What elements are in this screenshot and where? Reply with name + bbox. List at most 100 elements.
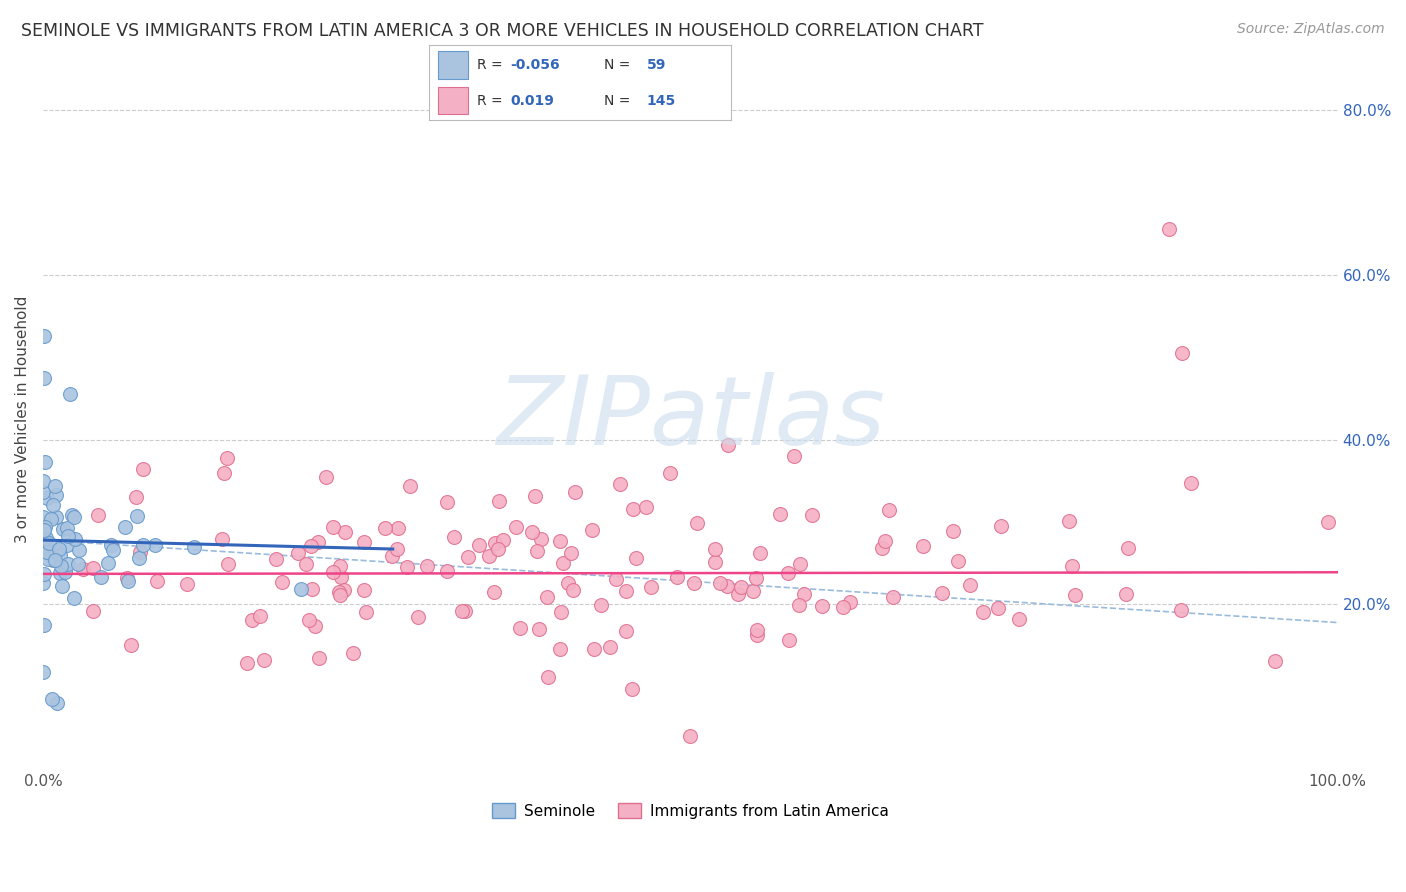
Point — [557, 576, 579, 591]
Point — [717, 438, 740, 452]
Point — [564, 484, 586, 499]
Point — [308, 650, 330, 665]
Point — [703, 542, 725, 557]
Point — [214, 466, 236, 480]
Text: 59: 59 — [647, 58, 666, 72]
Point — [253, 652, 276, 666]
Point — [32, 510, 55, 524]
Point — [34, 455, 56, 469]
Point — [581, 523, 603, 537]
Point — [838, 595, 860, 609]
Point — [32, 370, 55, 384]
Point — [553, 556, 575, 570]
Point — [215, 451, 238, 466]
Point — [117, 574, 139, 588]
Point — [45, 697, 67, 711]
Point — [132, 462, 155, 476]
Bar — [437, 87, 468, 114]
Point — [873, 534, 896, 549]
Point — [44, 479, 66, 493]
Point — [560, 546, 582, 560]
Point — [37, 491, 59, 506]
Point — [315, 470, 337, 484]
Point — [614, 583, 637, 598]
Point — [486, 542, 509, 557]
Point — [1159, 222, 1181, 236]
Point — [42, 498, 65, 512]
Point — [776, 566, 799, 580]
Point — [621, 502, 644, 516]
Point — [679, 729, 702, 743]
Point — [1263, 655, 1285, 669]
Point — [877, 503, 900, 517]
Point — [58, 557, 80, 571]
Point — [443, 530, 465, 544]
Point — [730, 580, 752, 594]
Point — [353, 582, 375, 597]
Point — [831, 599, 853, 614]
Point — [1171, 346, 1194, 360]
Point — [45, 510, 67, 524]
Point — [745, 571, 768, 585]
Point — [395, 559, 418, 574]
Point — [51, 579, 73, 593]
Point — [32, 576, 55, 591]
Point — [520, 524, 543, 539]
Point — [374, 521, 396, 535]
Point — [620, 681, 643, 696]
Point — [342, 646, 364, 660]
Point — [524, 489, 547, 503]
Point — [624, 550, 647, 565]
Text: R =: R = — [477, 58, 503, 72]
Point — [787, 598, 810, 612]
Text: N =: N = — [605, 58, 630, 72]
Point — [912, 539, 935, 553]
Point — [1057, 514, 1080, 528]
Point — [304, 618, 326, 632]
Point — [789, 558, 811, 572]
Point — [145, 574, 167, 589]
Point — [457, 550, 479, 565]
Point — [67, 543, 90, 558]
Point — [659, 467, 682, 481]
Point — [335, 525, 357, 540]
Point — [987, 601, 1010, 615]
Point — [45, 544, 67, 558]
Point — [301, 582, 323, 596]
Point — [56, 521, 79, 535]
Point — [716, 579, 738, 593]
Point — [526, 544, 548, 558]
Point — [640, 580, 662, 594]
Point — [745, 628, 768, 642]
Point — [616, 624, 638, 638]
Point — [748, 546, 770, 560]
Point — [58, 529, 80, 543]
Point — [287, 546, 309, 560]
Point — [605, 572, 627, 586]
Point — [39, 512, 62, 526]
Point — [686, 516, 709, 530]
Point — [882, 590, 904, 604]
Point — [45, 488, 67, 502]
Point — [811, 599, 834, 613]
Point — [416, 559, 439, 574]
Point — [101, 542, 124, 557]
Point — [236, 656, 259, 670]
Point — [709, 576, 731, 591]
Text: 0.019: 0.019 — [510, 94, 554, 108]
Text: -0.056: -0.056 — [510, 58, 560, 72]
Point — [492, 533, 515, 547]
Point — [478, 549, 501, 563]
Point — [114, 520, 136, 534]
Point — [34, 533, 56, 548]
Point — [527, 622, 550, 636]
Point — [330, 570, 353, 584]
Point — [62, 510, 84, 524]
Point — [117, 571, 139, 585]
Point — [454, 604, 477, 618]
Text: Source: ZipAtlas.com: Source: ZipAtlas.com — [1237, 22, 1385, 37]
Point — [290, 582, 312, 596]
Point — [328, 584, 350, 599]
Point — [52, 522, 75, 536]
Point — [56, 538, 79, 552]
